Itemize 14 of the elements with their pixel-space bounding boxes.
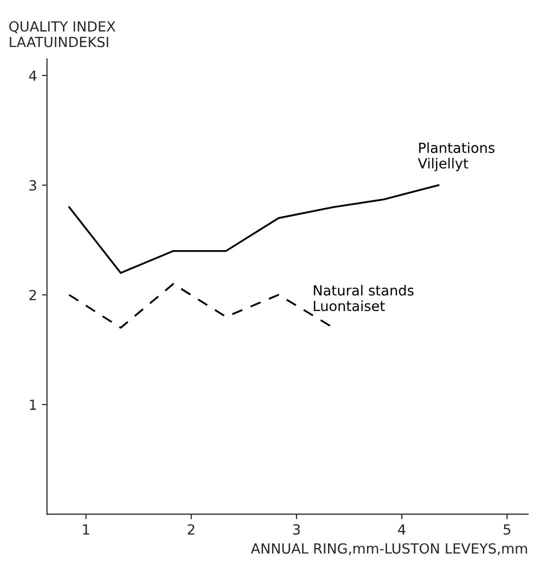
- x-tick-label: 5: [504, 524, 510, 535]
- x-axis-title: ANNUAL RING,mm-LUSTON LEVEYS,mm: [250, 543, 527, 556]
- x-tick-label: 3: [293, 524, 300, 535]
- y-tick-label: 2: [29, 290, 36, 300]
- y-axis-title: QUALITY INDEX LAATUINDEKSI: [9, 21, 116, 48]
- y-tick-label: 3: [30, 180, 36, 191]
- y-tick-label: 4: [29, 70, 37, 81]
- x-tick-label: 1: [83, 524, 90, 535]
- x-tick-label: 2: [188, 524, 194, 535]
- series-label: Natural stands Luontaiset: [314, 284, 414, 312]
- x-tick-label: 4: [398, 524, 406, 535]
- y-tick-label: 1: [30, 400, 36, 410]
- series-label: Plantations Viljellyt: [418, 142, 494, 172]
- line-series: [68, 184, 440, 274]
